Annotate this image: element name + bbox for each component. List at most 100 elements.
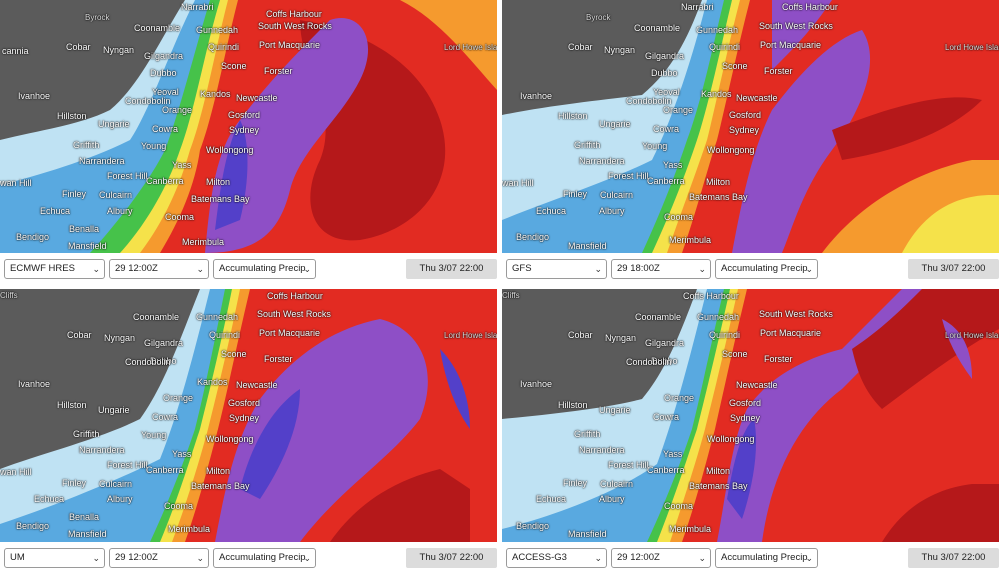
place-label: Cowra <box>653 412 680 422</box>
place-label: Cliffs <box>502 291 520 300</box>
precip-map[interactable]: Coffs Harbour Cliffs Coonamble Gunnedah … <box>0 289 497 542</box>
place-label: Lord Howe Island <box>945 331 999 340</box>
field-select[interactable]: Accumulating Precip ⌄ <box>213 548 316 568</box>
chevron-down-icon: ⌄ <box>92 264 100 274</box>
place-label: Echuca <box>40 206 71 216</box>
precip-overlay <box>502 289 999 542</box>
place-label: Cooma <box>664 212 694 222</box>
place-label: Culcairn <box>600 479 634 489</box>
run-select[interactable]: 29 12:00Z ⌄ <box>611 548 711 568</box>
place-label: Coonamble <box>634 23 681 33</box>
place-label: Gunnedah <box>697 312 740 322</box>
valid-time: Thu 3/07 22:00 <box>406 548 497 568</box>
place-label: Finley <box>563 189 588 199</box>
place-label: Echuca <box>536 494 567 504</box>
run-select[interactable]: 29 12:00Z ⌄ <box>109 259 209 279</box>
place-label: Narrandera <box>79 156 125 166</box>
place-label: Coffs Harbour <box>782 2 838 12</box>
place-label: Ungarie <box>599 405 631 415</box>
place-label: Narrandera <box>79 445 125 455</box>
place-label: Orange <box>664 393 695 403</box>
place-label: Gilgandra <box>645 51 685 61</box>
place-label: Hillston <box>558 400 588 410</box>
place-label: Condobolin <box>125 357 171 367</box>
precip-overlay <box>0 289 497 542</box>
model-select[interactable]: UM ⌄ <box>4 548 105 568</box>
model-select[interactable]: ECMWF HRES ⌄ <box>4 259 105 279</box>
place-label: Dubbo <box>150 68 177 78</box>
place-label: Orange <box>162 105 193 115</box>
place-label: Merimbula <box>182 237 225 247</box>
place-label: Narrabri <box>681 2 714 12</box>
panel-controls: UM ⌄ 29 12:00Z ⌄ Accumulating Precip ⌄ Thu … <box>0 542 497 574</box>
place-label: Cooma <box>165 212 195 222</box>
place-label: cannia <box>2 46 29 56</box>
place-label: Quirindi <box>208 42 240 52</box>
place-label: Merimbula <box>168 524 211 534</box>
place-label: Merimbula <box>669 235 712 245</box>
model-select[interactable]: ACCESS-G3 ⌄ <box>506 548 607 568</box>
place-label: Scone <box>722 61 748 71</box>
run-select[interactable]: 29 18:00Z ⌄ <box>611 259 711 279</box>
place-label: wan Hill <box>502 178 534 188</box>
place-label: Mansfield <box>68 241 107 251</box>
place-label: Ivanhoe <box>18 379 51 389</box>
place-label: Dubbo <box>150 356 177 366</box>
place-label: Condobolin <box>626 357 672 367</box>
place-label: Young <box>642 141 668 151</box>
place-label: Nyngan <box>103 45 135 55</box>
place-label: Milton <box>206 177 231 187</box>
place-label: Young <box>141 141 167 151</box>
place-label: Cobar <box>66 42 91 52</box>
place-label: Griffith <box>574 140 601 150</box>
place-label: Culcairn <box>99 190 133 200</box>
place-label: Canberra <box>146 465 184 475</box>
place-label: Wollongong <box>206 145 254 155</box>
precip-map[interactable]: Coffs Harbour Cliffs Coonamble Gunnedah … <box>502 289 999 542</box>
field-select[interactable]: Accumulating Precip ⌄ <box>715 548 818 568</box>
place-label: Nyngan <box>104 333 136 343</box>
place-label: Sydney <box>729 125 760 135</box>
place-label: Narrandera <box>579 445 625 455</box>
field-select[interactable]: Accumulating Precip ⌄ <box>715 259 818 279</box>
place-label: Byrock <box>586 13 611 22</box>
place-label: Ivanhoe <box>520 379 553 389</box>
place-label: Culcairn <box>600 190 634 200</box>
run-select[interactable]: 29 12:00Z ⌄ <box>109 548 209 568</box>
place-label: Ungarie <box>98 119 130 129</box>
place-label: Byrock <box>85 13 110 22</box>
place-label: Albury <box>107 206 133 216</box>
place-label: Cooma <box>164 501 194 511</box>
place-label: Port Macquarie <box>259 40 321 50</box>
panel-controls: ECMWF HRES ⌄ 29 12:00Z ⌄ Accumulating Prec… <box>0 253 497 285</box>
place-label: Finley <box>563 478 588 488</box>
place-label: Dubbo <box>651 68 678 78</box>
place-label: Bendigo <box>16 232 50 242</box>
forecast-panel-gfs: Narrabri Coffs Harbour Byrock Coonamble … <box>502 0 999 285</box>
place-label: Port Macquarie <box>760 40 822 50</box>
place-label: Ungarie <box>98 405 130 415</box>
place-label: South West Rocks <box>257 309 331 319</box>
place-label: Gosford <box>729 110 762 120</box>
place-label: Nyngan <box>604 45 636 55</box>
place-label: Cobar <box>568 42 593 52</box>
place-label: Griffith <box>574 429 601 439</box>
place-label: Albury <box>107 494 133 504</box>
place-label: Cooma <box>664 501 694 511</box>
place-label: Forest Hill <box>608 460 649 470</box>
place-label: Gosford <box>228 110 261 120</box>
place-label: Quirindi <box>709 42 741 52</box>
chevron-down-icon: ⌄ <box>303 264 311 274</box>
chevron-down-icon: ⌄ <box>594 264 602 274</box>
place-label: Cowra <box>653 124 680 134</box>
place-label: Bendigo <box>16 521 50 531</box>
place-label: Benalla <box>69 512 100 522</box>
precip-map[interactable]: Narrabri Byrock Coonamble Gunnedah Coffs… <box>0 0 497 253</box>
place-label: Gunnedah <box>196 25 239 35</box>
model-select[interactable]: GFS ⌄ <box>506 259 607 279</box>
place-label: Coffs Harbour <box>267 291 323 301</box>
place-label: Coonamble <box>635 312 682 322</box>
precip-map[interactable]: Narrabri Coffs Harbour Byrock Coonamble … <box>502 0 999 253</box>
place-label: Gilgandra <box>144 51 184 61</box>
field-select[interactable]: Accumulating Precip ⌄ <box>213 259 316 279</box>
